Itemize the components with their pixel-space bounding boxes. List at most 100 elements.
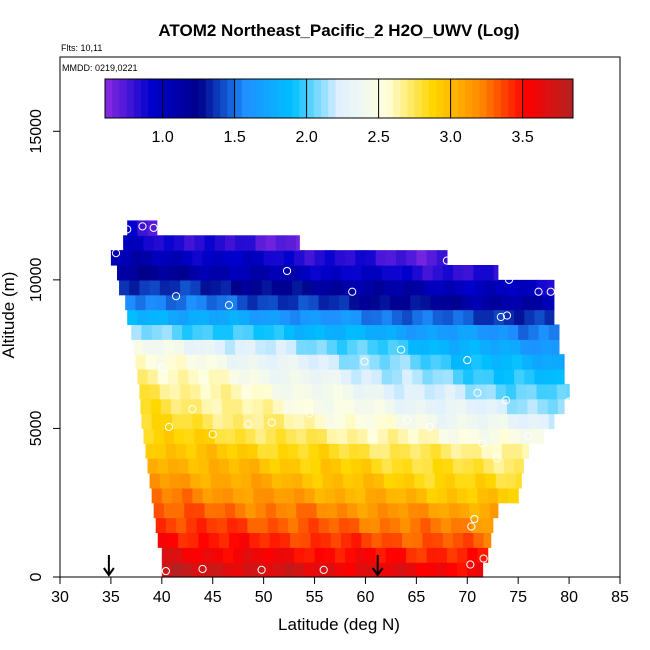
heatmap-cell <box>416 487 428 504</box>
heatmap-cell <box>345 250 356 266</box>
heatmap-cell <box>237 294 248 311</box>
heatmap-cell <box>455 279 466 296</box>
heatmap-cell <box>446 413 458 430</box>
heatmap-cell <box>473 532 485 548</box>
heatmap-cell <box>426 250 438 266</box>
x-tick-label: 70 <box>458 589 476 606</box>
heatmap-cell <box>389 517 401 534</box>
colorbar-frame <box>104 78 574 119</box>
heatmap-cell <box>220 473 232 489</box>
heatmap-cell <box>190 383 202 400</box>
heatmap-cell <box>290 532 301 548</box>
heatmap-cell <box>137 265 149 281</box>
colorbar-swatch <box>414 79 423 118</box>
heatmap-cell <box>135 354 147 370</box>
heatmap-cell <box>172 324 183 340</box>
heatmap-cell <box>357 502 369 519</box>
heatmap-cell <box>125 294 136 311</box>
heatmap-cell <box>159 383 171 400</box>
heatmap-cell <box>249 369 261 385</box>
heatmap-cell <box>214 502 226 519</box>
colorbar-swatch <box>249 79 257 118</box>
heatmap-cell <box>510 339 521 355</box>
heatmap-cell <box>506 398 518 415</box>
heatmap-cell <box>242 398 254 415</box>
x-tick-label: 30 <box>51 589 69 606</box>
heatmap-cell <box>182 413 193 430</box>
heatmap-cell <box>243 487 255 504</box>
heatmap-cell <box>440 517 452 534</box>
heatmap-cell <box>239 369 250 385</box>
heatmap-cell <box>141 324 153 340</box>
colorbar-swatch <box>465 79 473 118</box>
heatmap-cell <box>218 369 230 385</box>
heatmap-cell <box>237 443 248 459</box>
heatmap-cell <box>359 517 371 534</box>
heatmap-cell <box>406 413 417 430</box>
heatmap-cell <box>355 487 367 504</box>
heatmap-cell <box>180 383 191 400</box>
heatmap-cell <box>345 562 356 578</box>
heatmap-cell <box>318 443 330 459</box>
heatmap-cell <box>371 458 383 474</box>
heatmap-cell <box>243 250 255 266</box>
heatmap-cell <box>306 428 318 444</box>
heatmap-cell <box>153 502 165 519</box>
heatmap-cell <box>486 398 498 415</box>
heatmap-cell <box>172 562 183 578</box>
heatmap-cell <box>537 398 549 415</box>
heatmap-cell <box>237 354 248 370</box>
heatmap-cell <box>269 532 281 548</box>
heatmap-cell <box>512 443 523 459</box>
heatmap-cell <box>361 532 373 548</box>
colorbar-swatch <box>213 79 221 118</box>
heatmap-cell <box>448 428 460 444</box>
heatmap-cell <box>404 473 415 489</box>
heatmap-cell <box>157 369 169 385</box>
heatmap-cell <box>481 354 493 370</box>
heatmap-cell <box>292 473 303 489</box>
heatmap-cell <box>396 547 407 563</box>
heatmap-cell <box>165 294 177 311</box>
heatmap-cell <box>540 339 552 355</box>
heatmap-cell <box>131 250 143 266</box>
heatmap-cell <box>172 547 183 563</box>
observation-point <box>534 287 543 296</box>
heatmap-cell <box>406 562 417 578</box>
heatmap-cell <box>432 265 444 281</box>
heatmap-cell <box>235 428 246 444</box>
colorbar-swatch <box>558 79 567 118</box>
heatmap-cell <box>517 398 528 415</box>
heatmap-cell <box>436 413 448 430</box>
x-tick-label: 35 <box>102 589 120 606</box>
heatmap-cell <box>404 279 415 296</box>
heatmap-cell <box>522 354 534 370</box>
heatmap-cell <box>361 265 373 281</box>
heatmap-cell <box>442 265 454 281</box>
heatmap-cell <box>279 532 291 548</box>
heatmap-cell <box>489 502 499 519</box>
colorbar-swatch <box>285 79 293 118</box>
heatmap-cell <box>369 294 381 311</box>
heatmap-cell <box>341 265 352 281</box>
heatmap-cell <box>444 279 456 296</box>
heatmap-cell <box>424 383 436 400</box>
heatmap-cell <box>243 413 255 430</box>
heatmap-cell <box>262 398 274 415</box>
heatmap-cell <box>377 339 389 355</box>
heatmap-cell <box>330 309 342 326</box>
heatmap-cell <box>381 369 393 385</box>
heatmap-cell <box>501 294 513 311</box>
heatmap-cell <box>415 398 427 415</box>
observation-point <box>305 409 314 418</box>
heatmap-cell <box>400 443 411 459</box>
observation-point <box>111 249 121 258</box>
heatmap-cell <box>151 487 163 504</box>
heatmap-cell <box>334 250 346 266</box>
heatmap-cell <box>473 369 485 385</box>
colorbar <box>104 78 574 119</box>
heatmap-cell <box>567 383 570 400</box>
heatmap-cell <box>530 428 542 444</box>
flight-arrow-head <box>371 567 384 577</box>
heatmap-cell <box>157 532 169 548</box>
